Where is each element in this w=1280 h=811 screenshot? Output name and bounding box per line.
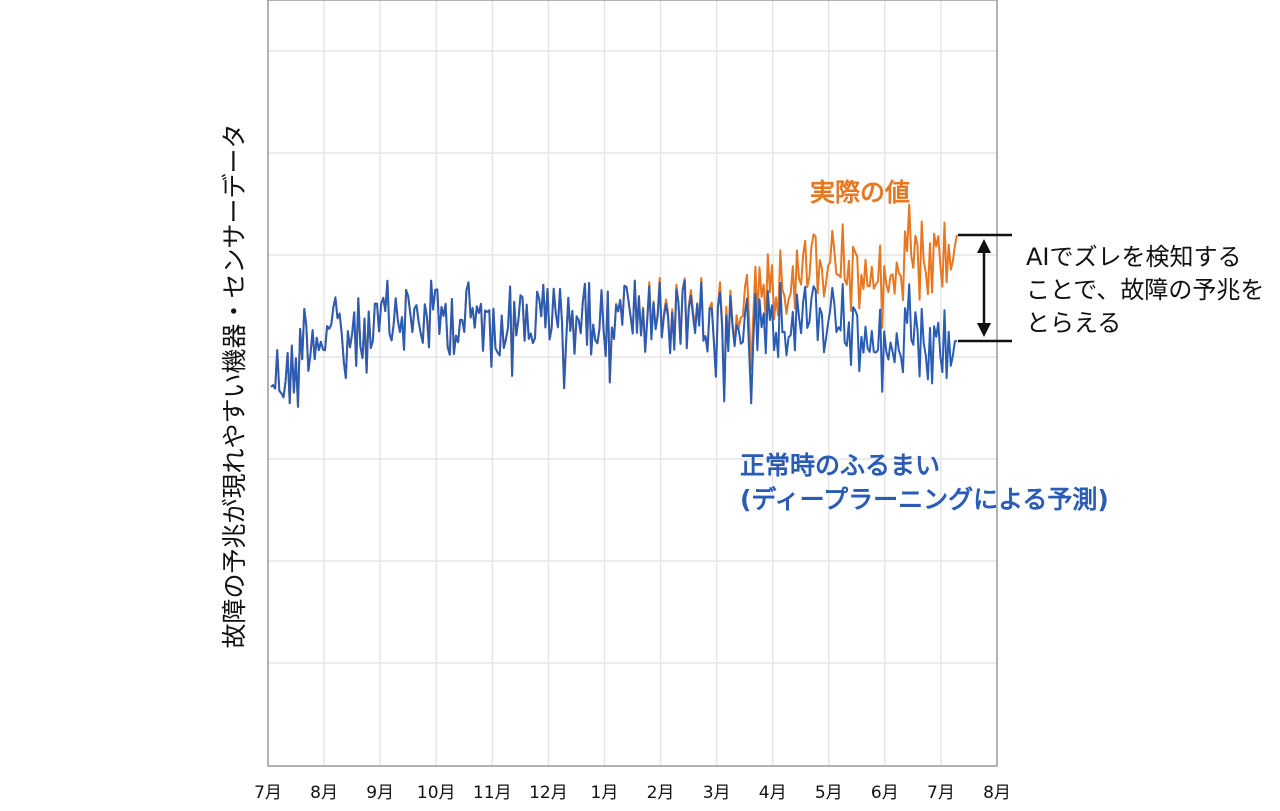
normal-behavior-label-line2: (ディープラーニングによる予測) xyxy=(740,485,1109,514)
x-tick-label: 3月 xyxy=(703,783,731,803)
gap-bracket xyxy=(958,233,1012,343)
x-tick-label: 2月 xyxy=(647,783,675,803)
x-tick-label: 8月 xyxy=(983,783,1011,803)
x-axis-ticks: 7月 8月 9月 10月 11月 12月 1月 2月 3月 4月 5月 6月 7月 8月 xyxy=(254,783,1011,803)
x-tick-label: 10月 xyxy=(417,783,456,803)
y-axis-label: 故障の予兆が現れやすい機器・センサーデータ xyxy=(220,123,249,648)
x-tick-label: 8月 xyxy=(310,783,338,803)
x-tick-label: 7月 xyxy=(927,783,955,803)
grid-lines xyxy=(268,0,997,766)
gap-annotation-line1: AIでズレを検知する xyxy=(1026,243,1242,271)
x-tick-label: 4月 xyxy=(759,783,787,803)
actual-value-label: 実際の値 xyxy=(810,178,910,207)
x-tick-label: 5月 xyxy=(815,783,843,803)
x-tick-label: 1月 xyxy=(591,783,619,803)
x-tick-label: 6月 xyxy=(871,783,899,803)
x-tick-label: 12月 xyxy=(529,783,568,803)
normal-behavior-label-line1: 正常時のふるまい xyxy=(740,451,940,480)
normal-behavior-line xyxy=(270,279,958,408)
x-tick-label: 9月 xyxy=(366,783,394,803)
plot-frame xyxy=(267,0,998,767)
gap-annotation-line2: ことで、故障の予兆を xyxy=(1026,276,1264,304)
x-tick-label: 7月 xyxy=(254,783,282,803)
gap-annotation-line3: とらえる xyxy=(1026,309,1121,337)
x-tick-label: 11月 xyxy=(473,783,512,803)
